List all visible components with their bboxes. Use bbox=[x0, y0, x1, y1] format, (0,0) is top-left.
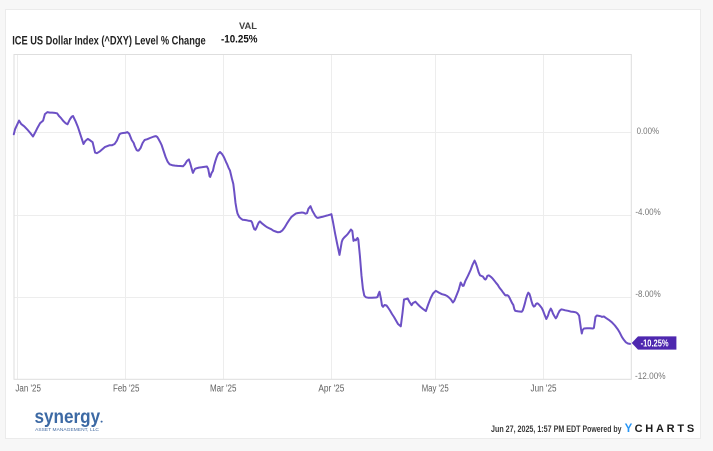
svg-text:Y: Y bbox=[625, 423, 633, 435]
svg-text:ICE US Dollar Index (^DXY) Lev: ICE US Dollar Index (^DXY) Level % Chang… bbox=[12, 33, 206, 47]
svg-text:Jun 27, 2025, 1:57 PM EDT: Jun 27, 2025, 1:57 PM EDT bbox=[491, 424, 581, 434]
svg-text:Jun '25: Jun '25 bbox=[531, 384, 557, 395]
svg-text:Powered by: Powered by bbox=[583, 424, 623, 434]
svg-text:ASSET MANAGEMENT, LLC: ASSET MANAGEMENT, LLC bbox=[35, 427, 99, 433]
svg-text:-8.00%: -8.00% bbox=[635, 289, 661, 300]
svg-text:Feb '25: Feb '25 bbox=[113, 384, 140, 395]
svg-text:Jan '25: Jan '25 bbox=[15, 384, 41, 395]
svg-text:Apr '25: Apr '25 bbox=[318, 384, 344, 395]
svg-text:-4.00%: -4.00% bbox=[635, 207, 661, 218]
svg-text:-10.25%: -10.25% bbox=[221, 33, 258, 45]
svg-text:-12.00%: -12.00% bbox=[635, 371, 666, 382]
svg-text:CHARTS: CHARTS bbox=[635, 423, 695, 435]
svg-text:VAL: VAL bbox=[239, 21, 257, 32]
svg-text:-10.25%: -10.25% bbox=[641, 339, 669, 350]
svg-text:0.00%: 0.00% bbox=[637, 126, 660, 137]
svg-text:synergy: synergy bbox=[35, 407, 101, 428]
svg-text:Mar '25: Mar '25 bbox=[210, 384, 237, 395]
svg-text:May '25: May '25 bbox=[422, 384, 449, 395]
